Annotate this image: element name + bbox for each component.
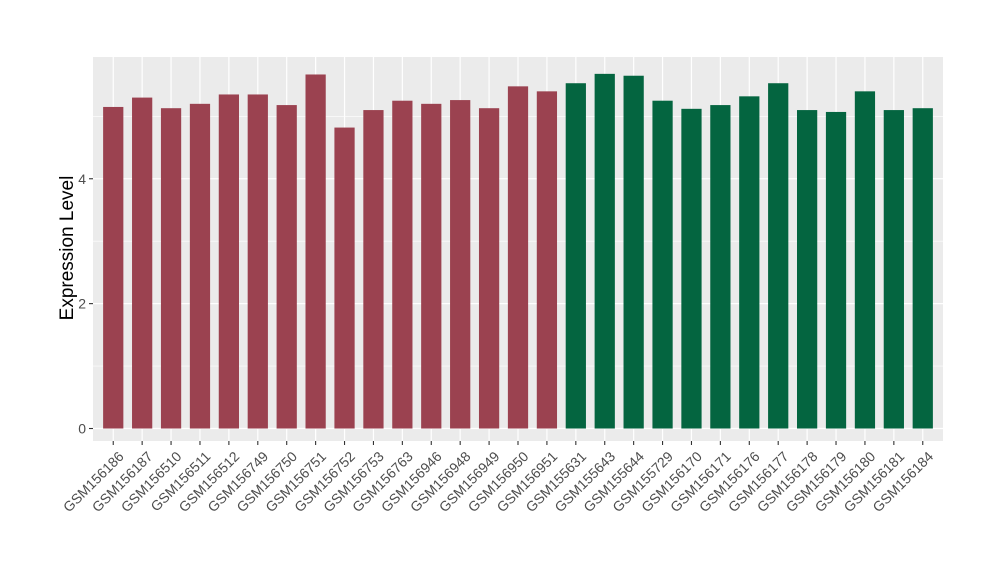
bar — [218, 94, 240, 429]
bar — [132, 97, 153, 429]
bar — [160, 108, 182, 429]
bar — [478, 108, 500, 429]
y-axis-title: Expression Level — [57, 176, 78, 321]
bar — [883, 110, 904, 429]
bar — [854, 91, 876, 429]
bar — [565, 83, 586, 429]
bar — [421, 103, 442, 429]
bar — [363, 110, 384, 429]
bar — [739, 96, 760, 429]
bar — [594, 73, 615, 429]
bar — [305, 74, 326, 429]
y-tick-label: 0 — [78, 421, 86, 437]
bar — [276, 105, 297, 429]
bar — [623, 75, 644, 429]
y-axis: 0 2 4 — [78, 171, 93, 437]
bar — [450, 100, 471, 429]
bar — [681, 108, 702, 429]
bar — [536, 91, 558, 429]
bar — [710, 105, 731, 429]
bars — [103, 73, 933, 429]
bar — [768, 83, 789, 429]
bar — [334, 127, 355, 429]
bar — [247, 94, 268, 429]
bar — [796, 110, 818, 429]
bar — [392, 100, 413, 429]
bar — [652, 100, 673, 429]
y-tick-label: 2 — [78, 296, 86, 312]
bar — [507, 86, 529, 429]
bar — [189, 103, 211, 429]
bar — [912, 108, 933, 429]
y-tick-label: 4 — [78, 171, 86, 187]
bar — [825, 111, 847, 429]
bar — [103, 106, 124, 429]
x-axis: GSM156186GSM156187GSM156510GSM156511GSM1… — [60, 441, 936, 515]
